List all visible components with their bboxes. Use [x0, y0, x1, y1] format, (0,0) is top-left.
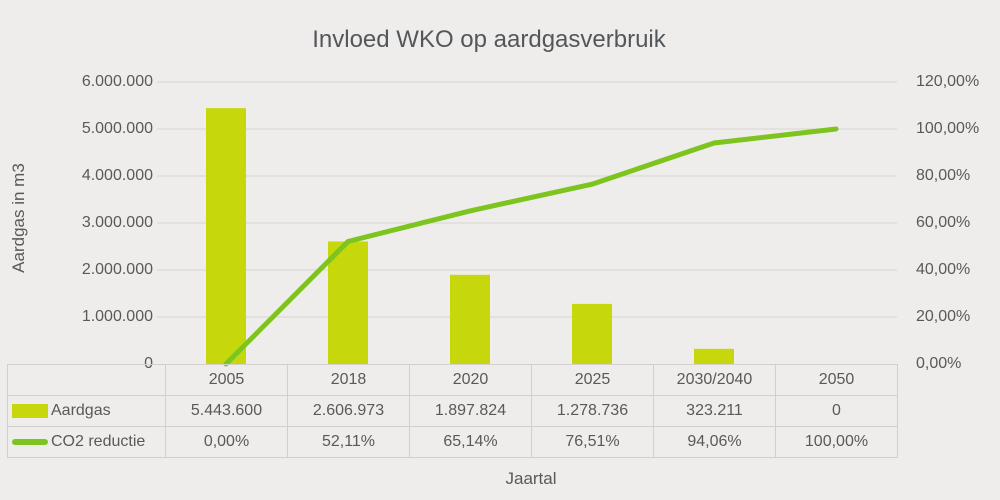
right-axis-tick-label: 120,00% [916, 73, 980, 90]
x-axis-title: Jaartal [505, 469, 557, 488]
bar-2030/2040 [694, 348, 734, 364]
right-axis-tick-label: 40,00% [916, 261, 971, 278]
category-header: 2005 [165, 364, 288, 396]
value-cell: 76,51% [531, 426, 654, 458]
value-cell: 5.443.600 [165, 395, 288, 427]
right-axis-tick-label: 100,00% [916, 120, 980, 137]
data-table: 2005 2018 2020 2025 2030/2040 2050 Aardgas 5.44… [7, 364, 898, 458]
category-header: 2050 [775, 364, 898, 396]
left-axis-tick-label: 5.000.000 [81, 120, 153, 137]
table-row: Aardgas 5.443.600 2.606.973 1.897.824 1.278.… [7, 395, 898, 427]
right-axis-tick-label: 80,00% [916, 167, 971, 184]
left-axis-tick-label: 3.000.000 [81, 214, 153, 231]
table-corner-cell [7, 364, 166, 396]
category-header: 2025 [531, 364, 654, 396]
series-name-label: CO2 reductie [51, 433, 146, 450]
left-axis-tick-label: 4.000.000 [81, 167, 153, 184]
value-cell: 65,14% [409, 426, 532, 458]
value-cell: 323.211 [653, 395, 776, 427]
bar-2018 [328, 241, 368, 364]
value-cell: 94,06% [653, 426, 776, 458]
legend-cell: CO2 reductie [7, 426, 166, 458]
table-header-row: 2005 2018 2020 2025 2030/2040 2050 [7, 364, 898, 396]
category-header: 2030/2040 [653, 364, 776, 396]
left-axis-tick-label: 6.000.000 [81, 73, 153, 90]
value-cell: 100,00% [775, 426, 898, 458]
co2-reductie-line [223, 126, 839, 367]
value-cell: 1.278.736 [531, 395, 654, 427]
value-cell: 2.606.973 [287, 395, 410, 427]
bar-legend-swatch-icon [12, 404, 48, 418]
bar-2020 [450, 274, 490, 364]
right-axis-tick-label: 0,00% [916, 355, 962, 372]
series-name-label: Aardgas [51, 402, 111, 419]
chart-title: Invloed WKO op aardgasverbruik [312, 26, 666, 53]
left-axis-tick-label: 0 [144, 355, 153, 372]
bar-2005 [206, 108, 246, 364]
category-header: 2018 [287, 364, 410, 396]
legend-cell: Aardgas [7, 395, 166, 427]
value-cell: 52,11% [287, 426, 410, 458]
left-axis-tick-label: 1.000.000 [81, 308, 153, 325]
table-row: CO2 reductie 0,00% 52,11% 65,14% 76,51% 94,06… [7, 426, 898, 458]
category-header: 2020 [409, 364, 532, 396]
value-cell: 1.897.824 [409, 395, 532, 427]
right-axis-tick-label: 60,00% [916, 214, 971, 231]
right-axis-tick-label: 20,00% [916, 308, 971, 325]
line-legend-swatch-icon [12, 439, 48, 445]
bar-2025 [572, 303, 612, 364]
value-cell: 0 [775, 395, 898, 427]
left-axis-tick-label: 2.000.000 [81, 261, 153, 278]
value-cell: 0,00% [165, 426, 288, 458]
